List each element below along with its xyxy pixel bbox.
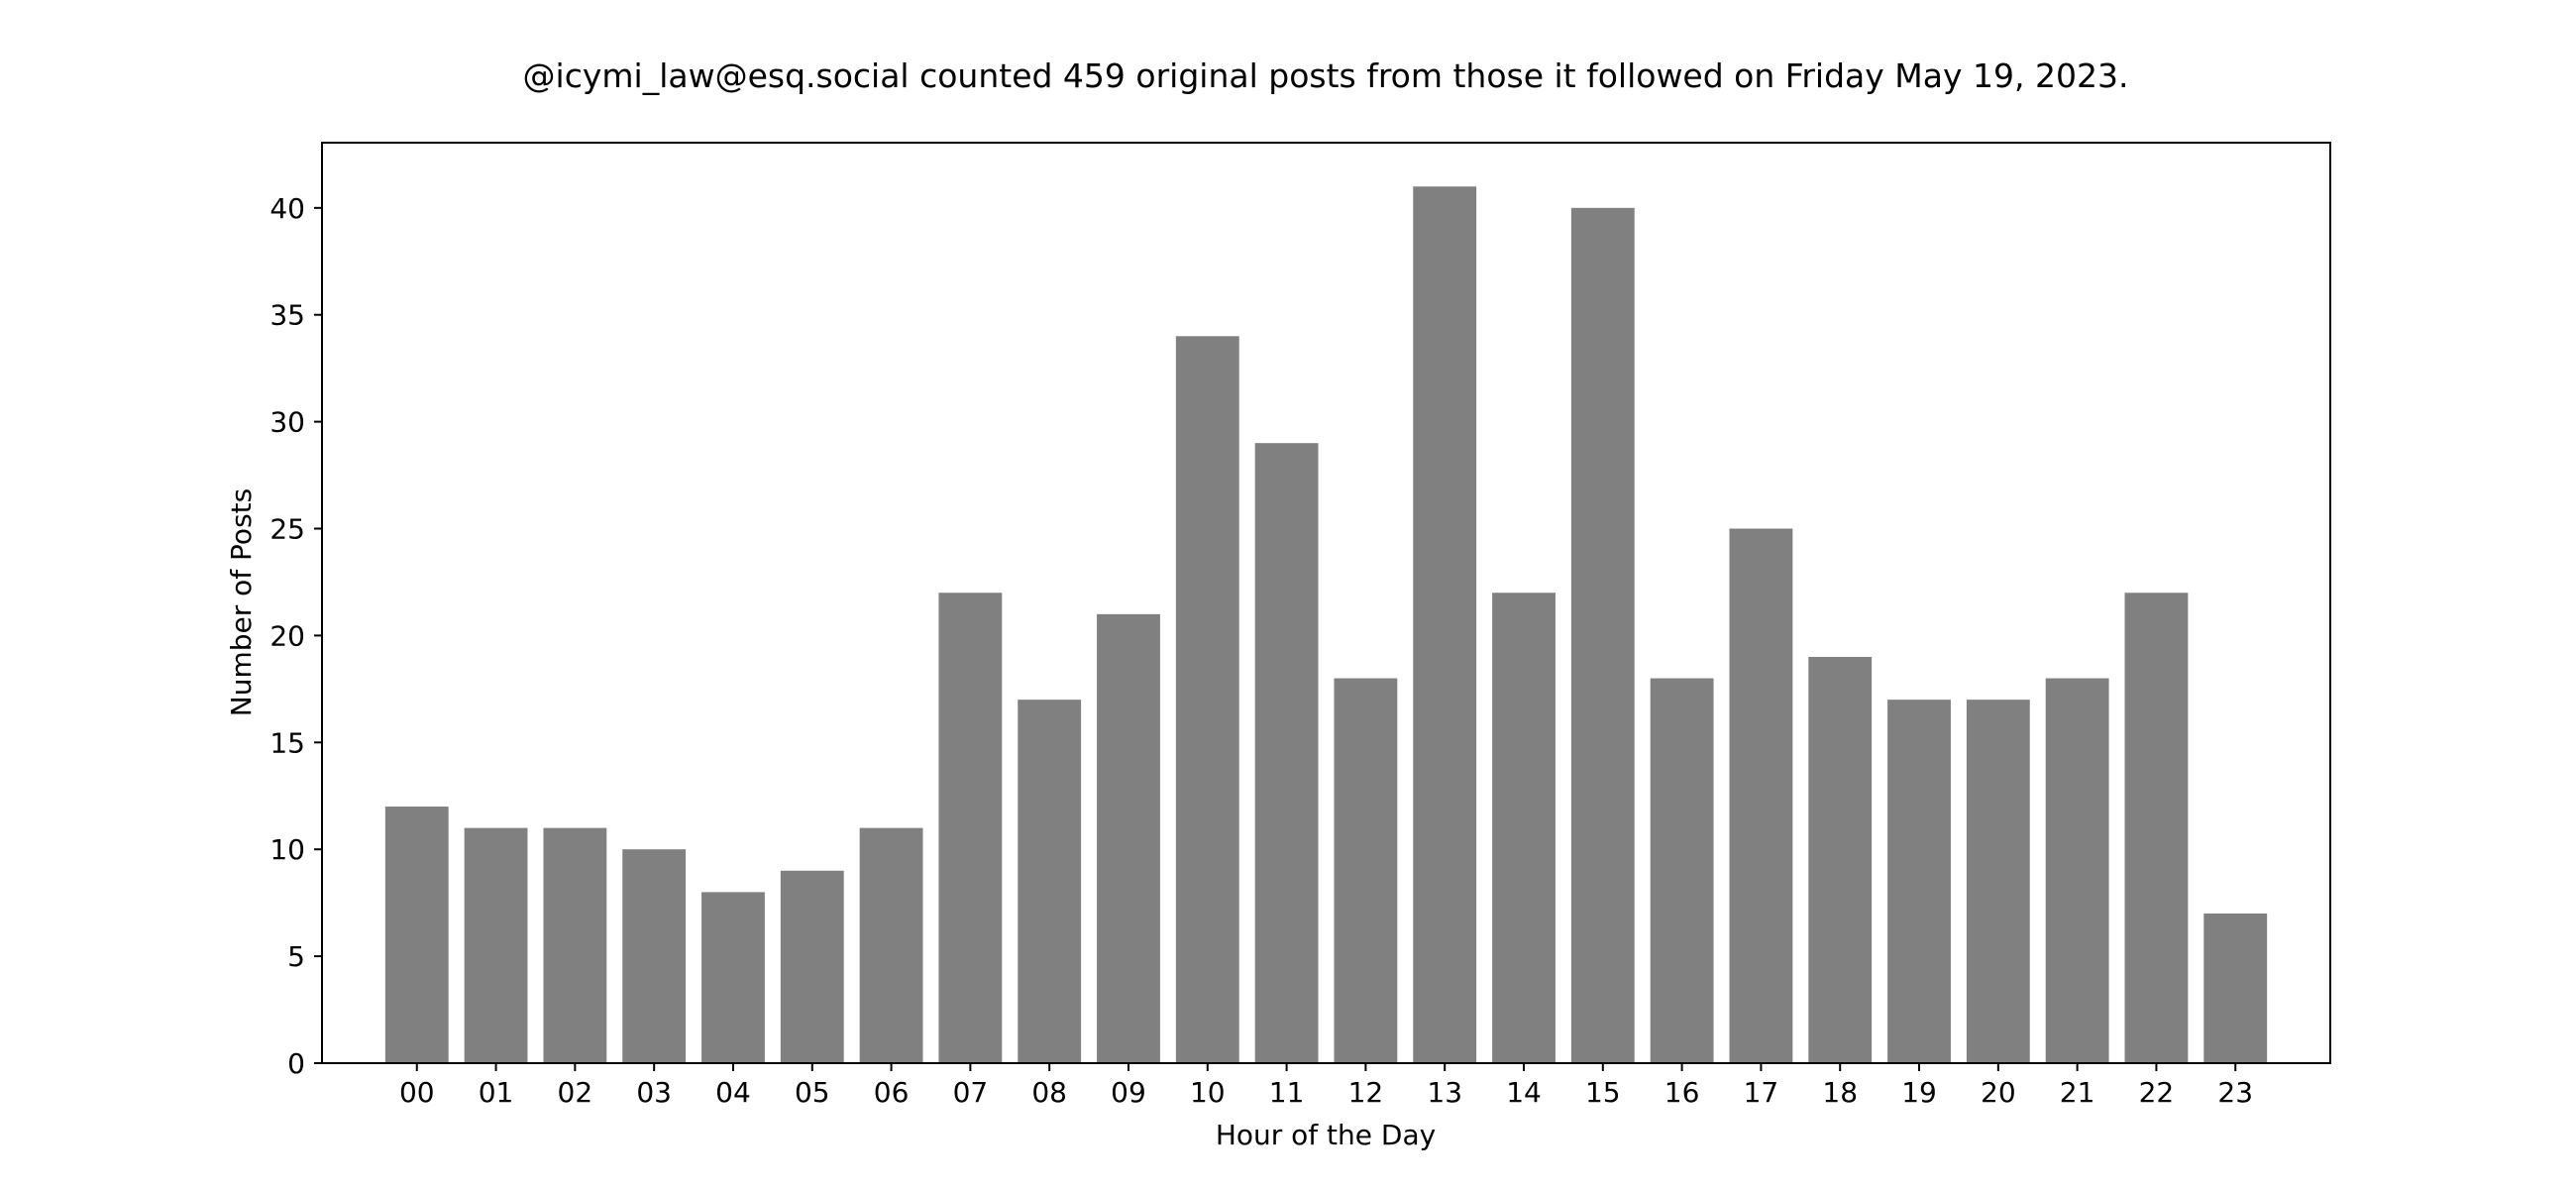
x-tick-label: 17 <box>1744 1076 1779 1109</box>
bar-hour-02 <box>543 827 607 1063</box>
y-tick-label: 25 <box>269 513 305 546</box>
x-tick-label: 18 <box>1822 1076 1858 1109</box>
x-tick-label: 21 <box>2060 1076 2095 1109</box>
x-tick-label: 12 <box>1348 1076 1384 1109</box>
y-tick-label: 0 <box>287 1047 305 1080</box>
bar-hour-21 <box>2045 678 2109 1063</box>
y-tick-label: 10 <box>269 833 305 866</box>
bar-hour-04 <box>701 892 765 1063</box>
bar-hour-22 <box>2124 593 2189 1063</box>
bar-hour-06 <box>859 827 923 1063</box>
x-tick-label: 22 <box>2139 1076 2175 1109</box>
y-tick-label: 35 <box>269 299 305 332</box>
x-tick-label: 13 <box>1427 1076 1462 1109</box>
x-tick-label: 11 <box>1269 1076 1305 1109</box>
chart-title: @icymi_law@esq.social counted 459 origin… <box>523 56 2129 95</box>
bar-hour-15 <box>1570 207 1635 1063</box>
y-tick-label: 15 <box>269 726 305 759</box>
y-tick-label: 40 <box>269 192 305 225</box>
x-tick-label: 23 <box>2217 1076 2253 1109</box>
bar-hour-03 <box>622 849 687 1063</box>
x-tick-label: 00 <box>399 1076 435 1109</box>
bar-hour-08 <box>1018 700 1082 1063</box>
bar-hour-19 <box>1887 700 1951 1063</box>
y-axis-label: Number of Posts <box>225 488 258 716</box>
x-tick-label: 19 <box>1901 1076 1937 1109</box>
y-tick-label: 30 <box>269 406 305 439</box>
x-tick-label: 07 <box>953 1076 989 1109</box>
bar-hour-23 <box>2203 913 2268 1063</box>
bar-hour-11 <box>1254 443 1319 1063</box>
bar-hour-05 <box>780 870 844 1063</box>
x-tick-label: 10 <box>1190 1076 1226 1109</box>
x-tick-label: 09 <box>1111 1076 1146 1109</box>
x-tick-label: 01 <box>479 1076 514 1109</box>
bar-hour-00 <box>384 807 449 1063</box>
x-tick-label: 05 <box>795 1076 830 1109</box>
x-tick-label: 14 <box>1506 1076 1542 1109</box>
bar-hour-12 <box>1334 678 1398 1063</box>
y-axis-ticks: 0 5 10 15 20 25 30 35 40 <box>269 192 322 1080</box>
x-tick-label: 03 <box>636 1076 672 1109</box>
x-tick-label: 16 <box>1664 1076 1700 1109</box>
bar-hour-13 <box>1413 186 1477 1064</box>
bar-hour-16 <box>1650 678 1714 1063</box>
y-tick-label: 20 <box>269 619 305 652</box>
x-tick-label: 20 <box>1981 1076 2016 1109</box>
bars-group <box>384 186 2268 1064</box>
bar-hour-17 <box>1729 528 1793 1063</box>
y-tick-label: 5 <box>287 940 305 973</box>
x-axis-ticks: 00 01 02 03 04 05 06 07 08 09 10 11 12 13 14 15 16 17 18 19… <box>399 1063 2253 1109</box>
x-tick-label: 02 <box>558 1076 593 1109</box>
bar-hour-14 <box>1492 593 1556 1063</box>
x-tick-label: 15 <box>1585 1076 1621 1109</box>
bar-hour-18 <box>1808 656 1873 1063</box>
x-axis-label: Hour of the Day <box>1216 1119 1436 1151</box>
bar-hour-09 <box>1097 613 1160 1063</box>
x-tick-label: 06 <box>874 1076 910 1109</box>
axes-frame <box>321 142 2331 1064</box>
bar-hour-07 <box>938 593 1003 1063</box>
bar-hour-20 <box>1966 700 2030 1063</box>
x-tick-label: 08 <box>1031 1076 1067 1109</box>
bar-hour-01 <box>464 827 528 1063</box>
plot-area: 00 01 02 03 04 05 06 07 08 09 10 11 12 13 14 15 16 17 18 19… <box>269 142 2331 1109</box>
x-tick-label: 04 <box>715 1076 751 1109</box>
bar-hour-10 <box>1175 336 1239 1063</box>
